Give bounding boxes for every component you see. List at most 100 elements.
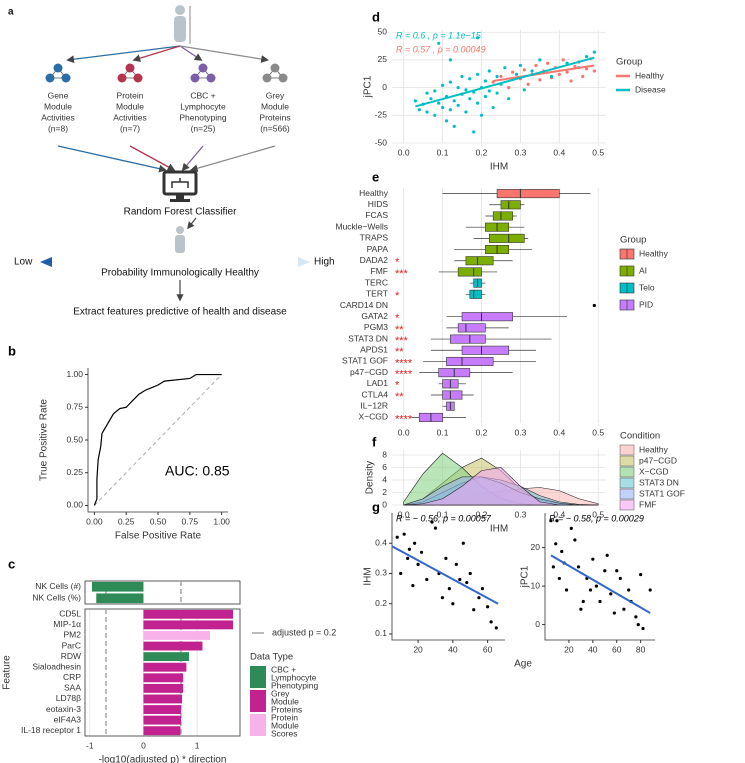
x-tick-label: 0.4 [553, 427, 565, 437]
y-axis-label: Density [365, 461, 376, 494]
arrow-head [40, 257, 52, 267]
point [561, 58, 565, 62]
x-axis-label: False Positive Rate [115, 531, 202, 542]
significance: *** [395, 335, 409, 347]
point [494, 626, 498, 630]
y-tick-label: p47−CGD [350, 367, 388, 377]
point [507, 86, 511, 90]
y-tick-label: ParC [62, 640, 81, 650]
patient-icon [174, 5, 191, 44]
x-tick-label: 20 [564, 644, 574, 654]
y-tick-label: CD5L [59, 609, 81, 619]
legend-label: STAT3 DN [639, 477, 679, 487]
source-label: Grey [266, 90, 285, 100]
legend-label: Telo [639, 282, 655, 292]
point [433, 526, 438, 530]
point [419, 550, 424, 554]
annotation: R = − 0.58, p = 0.00029 [549, 513, 644, 523]
significance: **** [395, 357, 413, 369]
point [448, 108, 452, 112]
point [447, 586, 451, 591]
x-axis-label: -log10(adjusted p) * direction [99, 755, 227, 763]
scale-high: High [314, 257, 335, 268]
significance: **** [395, 413, 413, 425]
point [557, 576, 561, 581]
point [579, 607, 583, 611]
point [452, 124, 456, 128]
y-tick-label: RDW [61, 651, 81, 661]
fit-line [391, 545, 499, 605]
annotation: R = 0.57 , p = 0.00049 [396, 44, 486, 54]
reference-line [94, 374, 222, 506]
point [511, 70, 515, 74]
point [507, 97, 511, 101]
legend-label: Module [271, 696, 299, 706]
point [555, 519, 559, 523]
point [479, 113, 484, 117]
significance: ** [395, 324, 404, 336]
panel-border [84, 608, 241, 737]
point [399, 571, 403, 576]
panel-label: e [372, 169, 379, 184]
x-tick-label: 40 [588, 644, 598, 654]
bar [143, 652, 190, 662]
y-axis-label: IHM [363, 567, 374, 585]
point [406, 556, 410, 560]
y-tick-label: GATA2 [361, 311, 388, 321]
point [487, 69, 491, 73]
legend-label: Protein [271, 712, 298, 722]
box [496, 189, 560, 199]
y-tick-label: 1.00 [66, 369, 83, 379]
y-tick-label: 0 [535, 619, 540, 629]
point [495, 74, 499, 79]
x-tick-label: 0.2 [476, 427, 488, 437]
legend-swatch [250, 690, 266, 712]
outcome-label: Extract features predictive of health an… [73, 307, 287, 318]
point [615, 569, 619, 573]
x-tick-label: 0.0 [398, 147, 410, 157]
y-tick-label: CRP [63, 672, 81, 682]
point [487, 89, 491, 93]
axis-line [87, 368, 228, 513]
point [456, 103, 460, 107]
legend-title: Group [620, 235, 646, 246]
point [495, 91, 499, 95]
source-label: Activities [113, 112, 147, 122]
x-tick-label: 80 [636, 644, 646, 654]
y-tick-label: 2 [382, 487, 387, 497]
legend-title: Condition [620, 431, 660, 442]
source-icon [190, 73, 200, 83]
source-label: Protein [117, 90, 144, 100]
y-tick-label: TERT [366, 289, 388, 299]
point [576, 565, 581, 569]
bar [143, 673, 184, 683]
point [564, 588, 569, 592]
y-tick-label: 0.75 [66, 402, 83, 412]
y-tick-label: PAPA [367, 244, 389, 254]
point [634, 615, 638, 619]
panel-bg [85, 609, 240, 736]
point [573, 538, 577, 542]
roc-curve [93, 373, 222, 506]
point [402, 532, 406, 536]
legend-label: p47−CGD [639, 455, 677, 465]
y-tick-label: Muckle−Wells [335, 221, 388, 231]
point [591, 557, 595, 561]
point [584, 54, 589, 59]
axis-line [391, 513, 505, 641]
y-tick-label: 20 [531, 542, 541, 552]
point [430, 520, 434, 524]
point [569, 526, 573, 530]
arrow-head [298, 257, 310, 267]
point [557, 72, 561, 76]
legend-label: Lymphocyte [271, 672, 317, 682]
panel-label: f [372, 434, 377, 449]
box [469, 289, 482, 299]
point [472, 608, 476, 612]
legend-label: STAT1 GOF [639, 488, 685, 498]
legend-label: Scores [271, 728, 297, 738]
panel-label: a [8, 7, 14, 18]
source-label: Activities [41, 112, 75, 122]
bar [143, 662, 187, 672]
x-tick-label: 0.3 [514, 147, 526, 157]
